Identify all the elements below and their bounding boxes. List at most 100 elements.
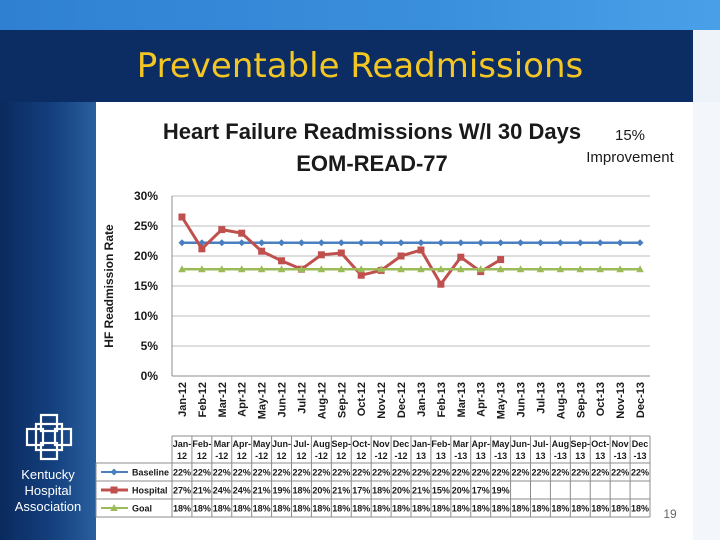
table-header-line2: 13 bbox=[416, 451, 426, 461]
table-cell: 18% bbox=[173, 504, 191, 514]
chart-title-line-2: EOM-READ-77 bbox=[296, 151, 448, 176]
goal-point bbox=[496, 265, 505, 273]
table-cell: 18% bbox=[432, 504, 450, 514]
x-tick-label: Jun-12 bbox=[277, 382, 289, 417]
table-header-line2: 12 bbox=[237, 451, 247, 461]
table-cell: 22% bbox=[392, 468, 410, 478]
organization-name: Kentucky Hospital Association bbox=[2, 467, 94, 515]
table-cell: 18% bbox=[452, 504, 470, 514]
table-header-line2: 12 bbox=[277, 451, 287, 461]
table-cell: 18% bbox=[292, 486, 310, 496]
table-header-line2: 12 bbox=[336, 451, 346, 461]
table-cell: 18% bbox=[412, 504, 430, 514]
table-cell: 18% bbox=[512, 504, 530, 514]
table-cell: 22% bbox=[611, 468, 629, 478]
table-cell: 22% bbox=[432, 468, 450, 478]
table-cell: 20% bbox=[392, 486, 410, 496]
table-header-line2: -13 bbox=[634, 451, 647, 461]
x-tick-label: Jul-13 bbox=[535, 382, 547, 414]
table-cell: 22% bbox=[372, 468, 390, 478]
table-cell: 22% bbox=[412, 468, 430, 478]
table-header-line2: -12 bbox=[395, 451, 408, 461]
table-cell: 18% bbox=[352, 504, 370, 514]
table-header-line1: Jun- bbox=[272, 439, 291, 449]
x-tick-label: Aug-13 bbox=[555, 382, 567, 419]
table-cell: 18% bbox=[292, 504, 310, 514]
hospital-point bbox=[497, 256, 505, 264]
goal-point bbox=[357, 265, 366, 273]
table-header-line1: Jun- bbox=[511, 439, 530, 449]
table-cell: 24% bbox=[213, 486, 231, 496]
x-tick-label: Oct-13 bbox=[595, 382, 607, 416]
table-cell: 22% bbox=[571, 468, 589, 478]
goal-point bbox=[456, 265, 465, 273]
goal-point bbox=[437, 265, 445, 273]
slide-header bbox=[0, 30, 693, 102]
table-cell: 22% bbox=[233, 468, 251, 478]
x-tick-label: Feb-12 bbox=[197, 382, 209, 417]
goal-point bbox=[257, 265, 266, 273]
table-cell: 18% bbox=[312, 504, 330, 514]
goal-point bbox=[237, 265, 246, 273]
y-tick-label: 20% bbox=[134, 249, 158, 263]
x-tick-label: Mar-12 bbox=[217, 382, 229, 417]
baseline-point bbox=[397, 239, 405, 247]
table-header-line1: Aug bbox=[313, 439, 331, 449]
goal-point bbox=[178, 265, 186, 273]
goal-point bbox=[516, 265, 525, 273]
table-cell: 18% bbox=[193, 504, 211, 514]
table-header-line1: Dec bbox=[632, 439, 649, 449]
table-cell: 22% bbox=[173, 468, 191, 478]
legend-label: Hospital bbox=[132, 486, 168, 496]
table-header-line1: Dec bbox=[393, 439, 410, 449]
table-cell: 18% bbox=[372, 504, 390, 514]
baseline-point bbox=[596, 239, 604, 247]
org-line-2: Hospital bbox=[24, 483, 72, 498]
goal-point bbox=[297, 265, 306, 273]
table-cell: 22% bbox=[492, 468, 510, 478]
legend-marker-baseline bbox=[110, 468, 118, 476]
legend-label: Baseline bbox=[132, 468, 169, 478]
table-header-line1: Mar bbox=[214, 439, 231, 449]
table-header-line2: 12 bbox=[356, 451, 366, 461]
baseline-point bbox=[616, 239, 624, 247]
goal-point bbox=[576, 265, 585, 273]
improvement-percent: 15% bbox=[614, 127, 646, 144]
table-cell: 21% bbox=[193, 486, 211, 496]
table-cell: 22% bbox=[551, 468, 569, 478]
table-cell: 21% bbox=[253, 486, 271, 496]
table-header-line2: -13 bbox=[554, 451, 567, 461]
goal-point bbox=[217, 265, 226, 273]
table-header-line2: -12 bbox=[255, 451, 268, 461]
x-tick-label: Dec-12 bbox=[396, 382, 408, 418]
table-cell: 22% bbox=[472, 468, 490, 478]
table-header-line2: 13 bbox=[575, 451, 585, 461]
baseline-point bbox=[417, 239, 425, 247]
baseline-point bbox=[576, 239, 584, 247]
x-tick-label: Apr-12 bbox=[237, 382, 249, 417]
goal-point bbox=[317, 265, 326, 273]
baseline-point bbox=[457, 239, 465, 247]
legend-marker-hospital bbox=[110, 486, 118, 494]
table-header-line1: Feb- bbox=[192, 439, 211, 449]
table-header-line1: Apr- bbox=[232, 439, 251, 449]
y-tick-label: 25% bbox=[134, 219, 158, 233]
table-cell: 22% bbox=[531, 468, 549, 478]
goal-point bbox=[636, 265, 644, 273]
goal-point bbox=[616, 265, 624, 273]
x-tick-label: Jul-12 bbox=[296, 382, 308, 414]
x-tick-label: Nov-13 bbox=[615, 382, 627, 419]
hospital-point bbox=[198, 245, 206, 253]
baseline-point bbox=[337, 239, 345, 247]
table-header-line1: May bbox=[492, 439, 510, 449]
table-cell: 22% bbox=[193, 468, 211, 478]
table-cell: 18% bbox=[551, 504, 569, 514]
x-tick-label: Dec-13 bbox=[635, 382, 647, 418]
table-cell: 18% bbox=[472, 504, 490, 514]
baseline-point bbox=[377, 239, 385, 247]
table-header-line1: May bbox=[253, 439, 271, 449]
table-header-line1: Apr- bbox=[471, 439, 490, 449]
x-tick-label: Jan-13 bbox=[416, 382, 428, 417]
table-cell: 22% bbox=[352, 468, 370, 478]
x-tick-label: Mar-13 bbox=[456, 382, 468, 417]
